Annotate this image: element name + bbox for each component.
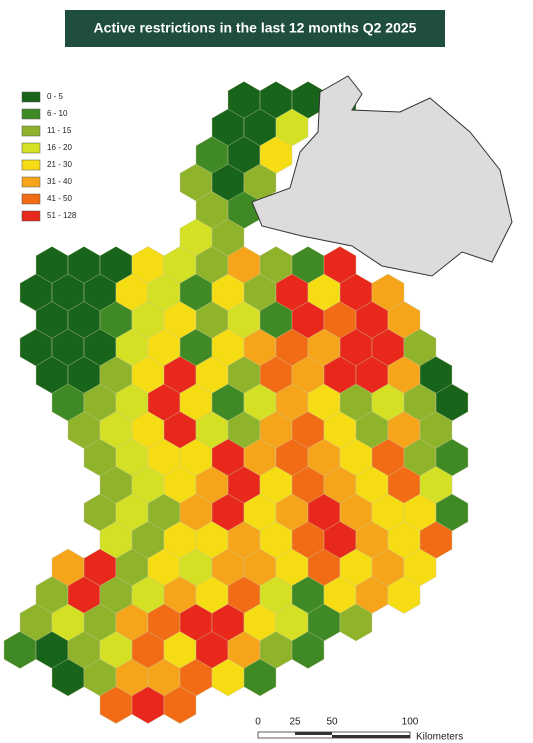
- legend-swatch: [21, 108, 41, 120]
- legend-label: 11 - 15: [47, 126, 72, 135]
- hex-cell: [243, 658, 277, 697]
- scale-bar-fill: [332, 735, 410, 738]
- legend-swatch: [21, 159, 41, 171]
- hex-cell: [339, 603, 373, 642]
- scale-bar: 0 25 50 100 Kilometers: [255, 717, 463, 743]
- title: Active restrictions in the last 12 month…: [94, 20, 417, 36]
- title-box: [65, 10, 445, 47]
- northern-ireland: [251, 75, 513, 277]
- scale-unit: Kilometers: [416, 732, 463, 743]
- legend-label: 41 - 50: [47, 194, 72, 203]
- legend-label: 31 - 40: [47, 177, 72, 186]
- scale-label: 0: [255, 717, 261, 728]
- legend-label: 6 - 10: [47, 109, 68, 118]
- legend-label: 16 - 20: [47, 143, 72, 152]
- legend-swatch: [21, 142, 41, 154]
- legend-label: 0 - 5: [47, 92, 64, 101]
- hex-cell: [291, 631, 325, 669]
- legend-swatch: [21, 91, 41, 103]
- scale-label: 100: [402, 717, 419, 728]
- scale-label: 50: [326, 717, 338, 728]
- legend: 0 - 5 6 - 10 11 - 15 16 - 20 21 - 30 31 - 40 4…: [21, 91, 77, 222]
- scale-label: 25: [289, 717, 301, 728]
- legend-swatch: [21, 125, 41, 137]
- legend-swatch: [21, 193, 41, 205]
- legend-swatch: [21, 210, 41, 222]
- legend-label: 21 - 30: [47, 160, 72, 169]
- scale-bar-fill: [295, 732, 332, 735]
- legend-swatch: [21, 176, 41, 188]
- legend-label: 51 - 128: [47, 211, 77, 220]
- hex-cell: [387, 576, 421, 614]
- hex-cell: [163, 686, 197, 724]
